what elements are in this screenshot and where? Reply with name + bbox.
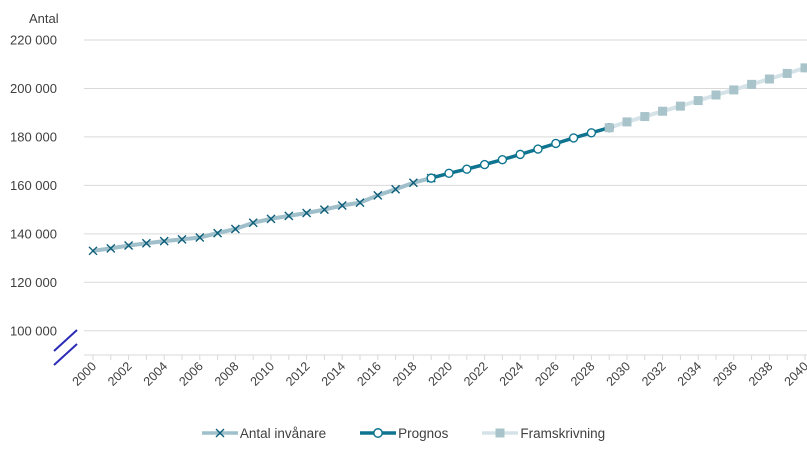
point-marker-x xyxy=(355,198,365,208)
point-marker-x xyxy=(213,228,223,238)
point-marker-x xyxy=(124,240,134,250)
x-tick-label: 2012 xyxy=(283,359,313,389)
point-marker-x xyxy=(391,184,401,194)
point-marker-square xyxy=(764,74,774,84)
series-line xyxy=(92,176,432,253)
legend-swatch-circle-icon xyxy=(360,428,397,438)
point-marker-square xyxy=(658,106,668,116)
point-marker-x xyxy=(337,201,347,210)
x-tick-label: 2004 xyxy=(141,359,171,389)
point-marker-x xyxy=(248,218,258,228)
point-marker-circle xyxy=(515,149,525,160)
point-marker-x xyxy=(302,208,312,218)
point-marker-x xyxy=(284,211,294,221)
x-tick-label: 2014 xyxy=(319,359,349,389)
y-tick-label: 100 000 xyxy=(10,323,57,338)
x-tick-label: 2028 xyxy=(568,359,598,389)
x-tick-label: 2010 xyxy=(248,359,278,389)
y-tick-label: 180 000 xyxy=(10,129,57,144)
x-tick-label: 2026 xyxy=(532,359,562,389)
legend-swatch-x-icon xyxy=(201,428,238,438)
x-tick-label: 2040 xyxy=(782,359,807,389)
point-marker-x xyxy=(177,234,187,244)
x-tick-label: 2008 xyxy=(212,359,242,389)
y-axis-title: Antal xyxy=(29,11,59,26)
x-tick-label: 2038 xyxy=(746,359,776,389)
axis-break-line xyxy=(53,343,78,366)
legend-label: Prognos xyxy=(398,425,449,441)
point-marker-circle xyxy=(586,128,597,138)
point-marker-square xyxy=(729,85,739,95)
point-marker-x xyxy=(266,214,276,224)
x-tick-label: 2006 xyxy=(176,359,206,389)
legend-label: Antal invånare xyxy=(239,425,327,441)
series-line xyxy=(608,65,806,130)
point-marker-square xyxy=(747,79,757,89)
point-marker-square xyxy=(693,96,703,106)
x-tick-label: 2020 xyxy=(426,359,456,389)
point-marker-x xyxy=(159,236,169,246)
x-tick-label: 2018 xyxy=(390,359,420,389)
x-axis-ticks: 2000 2002 2004 2006 2008 2010 2012 2014 2016 2018… xyxy=(70,359,807,389)
x-tick-label: 2000 xyxy=(70,359,100,389)
point-marker-circle xyxy=(497,154,508,165)
y-axis-ticks: 100 000 120 000 140 000 160 000 180 000 200 0… xyxy=(10,33,57,339)
axis-break-icon xyxy=(53,329,78,366)
series-group xyxy=(88,63,807,256)
point-marker-x xyxy=(373,190,383,200)
legend-item-prognos: Prognos xyxy=(360,426,448,441)
point-marker-circle xyxy=(568,133,579,143)
point-marker-circle xyxy=(444,168,454,178)
point-marker-square xyxy=(782,68,792,78)
point-marker-x xyxy=(319,205,329,215)
point-marker-circle xyxy=(479,159,490,170)
legend-swatch-square-icon xyxy=(482,428,519,438)
legend-label: Framskrivning xyxy=(520,425,606,441)
point-marker-x xyxy=(230,224,240,234)
x-tick-label: 2032 xyxy=(639,359,669,389)
x-tick-label: 2022 xyxy=(461,359,491,389)
point-marker-square xyxy=(800,63,807,73)
x-tick-label: 2024 xyxy=(497,359,527,389)
y-tick-label: 140 000 xyxy=(10,226,57,241)
legend-item-framskrivning: Framskrivning xyxy=(482,426,605,441)
y-tick-label: 220 000 xyxy=(10,33,57,48)
gridlines xyxy=(84,39,807,332)
point-marker-circle xyxy=(533,144,543,154)
x-tick-label: 2036 xyxy=(710,359,740,389)
point-marker-x xyxy=(408,178,418,188)
x-tick-label: 2002 xyxy=(105,359,135,389)
point-marker-x xyxy=(88,246,98,256)
point-marker-x xyxy=(195,232,205,242)
legend-item-antal-invanare: Antal invånare xyxy=(201,425,327,441)
x-tick-label: 2016 xyxy=(354,359,384,389)
axis-break-line xyxy=(53,329,78,352)
legend: Antal invånare Prognos Framskrivning xyxy=(0,422,807,444)
point-marker-circle xyxy=(426,173,436,183)
point-marker-square xyxy=(675,101,685,111)
point-marker-circle xyxy=(462,164,472,174)
x-tick-label: 2030 xyxy=(604,359,634,389)
point-marker-x xyxy=(106,243,116,253)
x-axis xyxy=(84,354,807,360)
y-tick-label: 120 000 xyxy=(10,275,57,290)
point-marker-circle xyxy=(551,138,561,149)
point-marker-x xyxy=(141,238,151,248)
point-marker-square xyxy=(622,117,632,127)
point-marker-square xyxy=(640,112,650,122)
y-tick-label: 200 000 xyxy=(10,81,57,96)
x-tick-label: 2034 xyxy=(675,359,705,389)
point-marker-square xyxy=(711,90,721,100)
y-tick-label: 160 000 xyxy=(10,178,57,193)
point-marker-square xyxy=(604,123,614,133)
